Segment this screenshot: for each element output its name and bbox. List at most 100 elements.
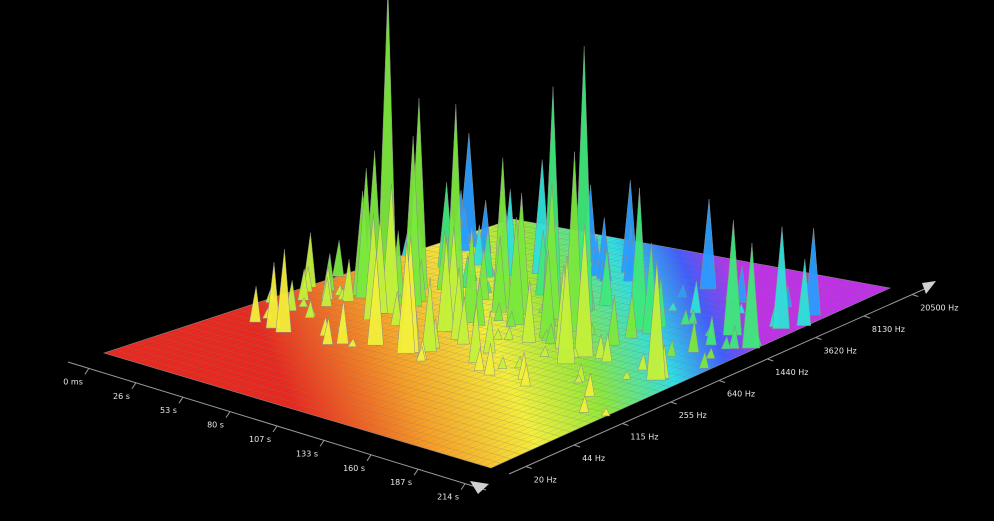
- frequency-tick-mark: [525, 466, 532, 469]
- frequency-tick-label: 1440 Hz: [775, 368, 808, 377]
- spectral-peak: [458, 132, 478, 245]
- spectral-peak: [687, 320, 700, 353]
- spectral-peak: [421, 277, 437, 352]
- time-tick-label: 187 s: [390, 478, 412, 487]
- frequency-tick-mark: [815, 337, 822, 340]
- spectral-peak: [462, 226, 480, 323]
- mesh-line: [426, 276, 828, 449]
- spectral-peak: [677, 284, 688, 298]
- spectral-peak: [492, 328, 503, 340]
- spectral-peak: [666, 339, 677, 357]
- mesh-line: [284, 251, 689, 407]
- spectral-peak: [539, 345, 550, 357]
- frequency-tick-mark: [718, 380, 726, 383]
- spectral-peak: [336, 300, 349, 345]
- spectral-peak: [249, 286, 261, 323]
- frequency-tick-mark: [767, 358, 774, 362]
- spectral-peak: [621, 370, 632, 380]
- time-tick-label: 0 ms: [63, 377, 83, 386]
- spectral-peak: [578, 394, 590, 413]
- time-axis-arrow: [470, 481, 489, 494]
- mesh-line: [484, 286, 884, 467]
- surface-peaks: [249, 0, 821, 417]
- frequency-tick-label: 3620 Hz: [824, 346, 857, 355]
- time-tick-mark: [319, 440, 325, 447]
- spectral-peak: [741, 242, 760, 349]
- spectral-peak: [483, 343, 496, 376]
- spectral-peak: [594, 333, 606, 359]
- spectral-peak: [637, 352, 648, 371]
- frequency-axis-arrow: [922, 281, 936, 294]
- spectral-peak: [601, 333, 613, 363]
- spectral-peak: [366, 253, 384, 346]
- spectral-peak: [473, 347, 485, 372]
- spectral-peak: [545, 323, 556, 344]
- spectral-peak: [497, 355, 508, 370]
- spectral-peak: [624, 292, 638, 339]
- time-tick-label: 107 s: [249, 435, 271, 444]
- frequency-tick-mark: [622, 423, 629, 426]
- spectral-peak: [320, 277, 332, 307]
- spectral-peak: [705, 315, 717, 346]
- time-tick-mark: [84, 368, 90, 375]
- frequency-axis-ticks: 20 Hz 44 Hz 115 Hz 255 Hz 640 Hz 1440 Hz 3620 …: [525, 294, 958, 485]
- spectral-peak: [646, 260, 666, 381]
- mesh-line: [310, 255, 715, 415]
- spectral-peak: [687, 308, 698, 325]
- frequency-tick-mark: [670, 401, 677, 405]
- time-tick-label: 26 s: [113, 392, 130, 401]
- spectral-peak: [698, 351, 709, 369]
- spectral-peak: [680, 309, 691, 325]
- time-axis-ticks: 0 ms 26 s 53 s 80 s 107 s 133 s 160 s 187 s 214 …: [63, 368, 466, 502]
- spectral-peak: [573, 374, 583, 384]
- spectral-peak: [584, 373, 595, 397]
- spectral-peak: [720, 335, 731, 350]
- spectral-peak: [606, 295, 620, 346]
- spectral-peak: [380, 183, 401, 315]
- spectral-peak: [332, 240, 345, 277]
- frequency-tick-label: 44 Hz: [582, 454, 605, 463]
- time-tick-mark: [460, 483, 466, 490]
- frequency-tick-label: 8130 Hz: [872, 325, 905, 334]
- spectral-peak: [728, 325, 740, 349]
- spectral-peak: [600, 407, 611, 417]
- time-tick-mark: [413, 468, 419, 476]
- frequency-tick-label: 20500 Hz: [920, 303, 958, 312]
- spectral-peak: [628, 187, 649, 331]
- spectral-peak: [396, 241, 416, 354]
- mesh-line: [342, 261, 746, 425]
- time-tick-label: 214 s: [437, 493, 459, 502]
- spectral-peak: [667, 301, 678, 311]
- spectral-peak: [623, 226, 637, 282]
- spectral-peak: [804, 228, 821, 316]
- spectral-peak: [689, 280, 702, 314]
- spectral-peak: [705, 347, 716, 359]
- time-tick-label: 160 s: [343, 464, 365, 473]
- mesh-line: [432, 277, 834, 451]
- spectral-peak: [556, 256, 576, 365]
- time-tick-mark: [131, 382, 137, 390]
- spectral-peak: [390, 291, 403, 326]
- frequency-tick-mark: [863, 315, 871, 319]
- spectral-peak: [493, 301, 504, 321]
- spectral-peak: [521, 280, 536, 343]
- frequency-tick-mark: [912, 294, 919, 297]
- time-tick-label: 80 s: [207, 421, 224, 430]
- spectral-peak: [456, 296, 470, 345]
- spectral-peak: [415, 345, 426, 362]
- mesh-line: [278, 249, 683, 405]
- spectral-peak: [772, 226, 790, 329]
- mesh-line: [336, 260, 740, 423]
- spectral-peak: [505, 310, 516, 327]
- time-tick-label: 53 s: [160, 406, 177, 415]
- time-tick-mark: [366, 454, 372, 462]
- spectral-peak: [341, 259, 355, 302]
- spectral-peak: [298, 296, 308, 308]
- time-tick-label: 133 s: [296, 449, 318, 458]
- time-tick-mark: [178, 396, 184, 404]
- spectral-peak: [265, 262, 281, 329]
- spectral-peak: [574, 224, 594, 358]
- spectral-peak: [436, 237, 454, 332]
- frequency-tick-label: 255 Hz: [679, 411, 707, 420]
